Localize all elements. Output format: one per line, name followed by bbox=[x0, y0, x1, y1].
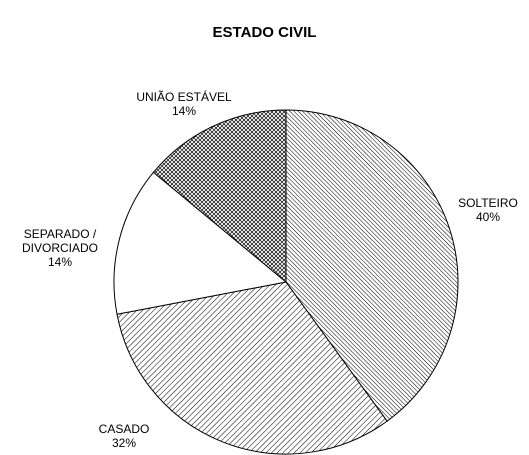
value-label: 14% bbox=[171, 104, 197, 118]
slice-label: CASADO 32% bbox=[84, 422, 164, 450]
value-label: 32% bbox=[111, 436, 137, 450]
category-label: UNIÃO ESTÁVEL bbox=[136, 90, 232, 104]
chart-title: ESTADO CIVIL bbox=[212, 24, 317, 41]
value-label: 14% bbox=[47, 255, 73, 269]
pie-slice bbox=[113, 171, 288, 315]
pie-slice bbox=[116, 281, 388, 455]
pie-slice bbox=[152, 109, 287, 284]
slice-label: SEPARADO / DIVORCIADO 14% bbox=[15, 227, 105, 269]
category-label: SEPARADO / DIVORCIADO bbox=[21, 227, 98, 255]
category-label: CASADO bbox=[98, 422, 150, 436]
slice-label: UNIÃO ESTÁVEL 14% bbox=[129, 90, 239, 118]
value-label: 40% bbox=[475, 210, 501, 224]
slice-label: SOLTEIRO 40% bbox=[448, 196, 528, 224]
pie-slice bbox=[285, 109, 459, 422]
category-label: SOLTEIRO bbox=[458, 196, 518, 210]
